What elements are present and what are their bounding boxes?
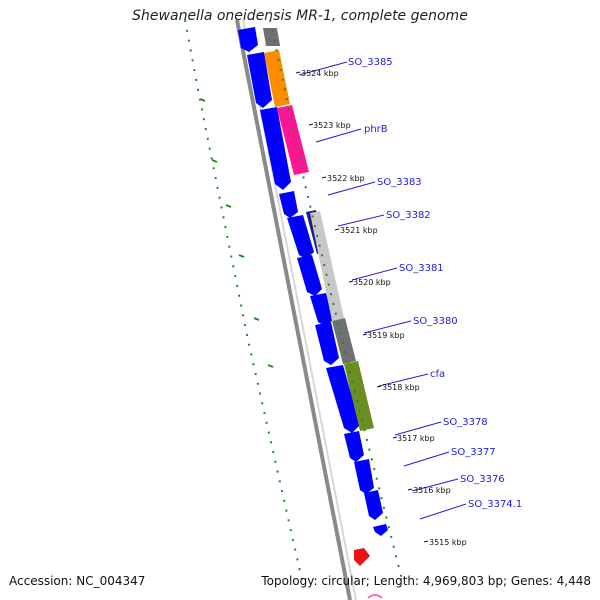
tick-marks	[295, 71, 429, 543]
gene-block-darkgrey[interactable]	[332, 318, 356, 364]
topology-label: Topology: circular; Length: 4,969,803 bp…	[261, 574, 591, 588]
map-title: Shewanella oneidensis MR-1, complete gen…	[132, 8, 468, 24]
gene-label[interactable]: SO_3377	[451, 447, 496, 458]
forward-gene-arrow[interactable]	[326, 365, 360, 433]
gc-skew-marks	[199, 98, 274, 368]
gene-label[interactable]: SO_3378	[443, 417, 488, 428]
reverse-strand-genes[interactable]	[262, 28, 374, 431]
accession-label: Accession: NC_004347	[9, 574, 146, 588]
forward-gene-arrow[interactable]	[260, 107, 291, 190]
gene-label[interactable]: SO_3385	[348, 57, 393, 68]
tick-label: 3515 kbp	[429, 538, 467, 547]
tick-label: 3523 kbp	[313, 121, 351, 130]
tick-label: 3521 kbp	[340, 226, 378, 235]
forward-gene-arrow[interactable]	[315, 322, 339, 365]
gene-label-leaders	[298, 61, 467, 520]
tick-label: 3522 kbp	[327, 174, 365, 183]
gene-label[interactable]: SO_3376	[460, 474, 505, 485]
forward-gene-arrow[interactable]	[297, 255, 322, 296]
gene-block-grey[interactable]	[262, 28, 281, 46]
forward-gene-arrow[interactable]	[310, 293, 333, 326]
gene-labels: SO_3385 phrB SO_3383 SO_3382 SO_3381 SO_…	[348, 57, 522, 510]
gene-block-orange[interactable]	[264, 50, 290, 107]
gene-label[interactable]: SO_3374.1	[468, 499, 522, 510]
tick-label: 3520 kbp	[353, 278, 391, 287]
forward-gene-arrow[interactable]	[354, 459, 374, 494]
gene-label[interactable]: SO_3381	[399, 263, 444, 274]
gene-label[interactable]: SO_3380	[413, 316, 458, 327]
tick-label: 3516 kbp	[413, 486, 451, 495]
tick-label: 3519 kbp	[367, 331, 405, 340]
gene-block-olive[interactable]	[344, 361, 374, 431]
pink-gene-fragment	[367, 594, 383, 599]
forward-gene-arrow[interactable]	[364, 490, 383, 520]
forward-gene-arrow[interactable]	[373, 524, 388, 536]
tick-label: 3517 kbp	[397, 434, 435, 443]
forward-gene-arrow[interactable]	[279, 191, 298, 218]
forward-gene-arrow[interactable]	[238, 27, 258, 52]
gene-label[interactable]: phrB	[364, 124, 388, 135]
gene-block-lightgrey[interactable]	[310, 211, 344, 321]
gene-label[interactable]: SO_3383	[377, 177, 422, 188]
forward-gene-arrow[interactable]	[344, 431, 364, 462]
forward-gene-arrow[interactable]	[287, 215, 314, 259]
gene-label[interactable]: cfa	[430, 369, 445, 380]
forward-gene-arrow[interactable]	[247, 52, 272, 108]
gene-block-pink[interactable]	[277, 105, 309, 175]
genome-backbone	[235, 19, 352, 600]
tick-label: 3524 kbp	[301, 69, 339, 78]
forward-strand-genes[interactable]	[238, 27, 388, 536]
tick-label: 3518 kbp	[382, 383, 420, 392]
position-ticks: 3524 kbp 3523 kbp 3522 kbp 3521 kbp 3520…	[301, 69, 467, 547]
red-gene[interactable]	[354, 548, 370, 566]
gene-label[interactable]: SO_3382	[386, 210, 431, 221]
